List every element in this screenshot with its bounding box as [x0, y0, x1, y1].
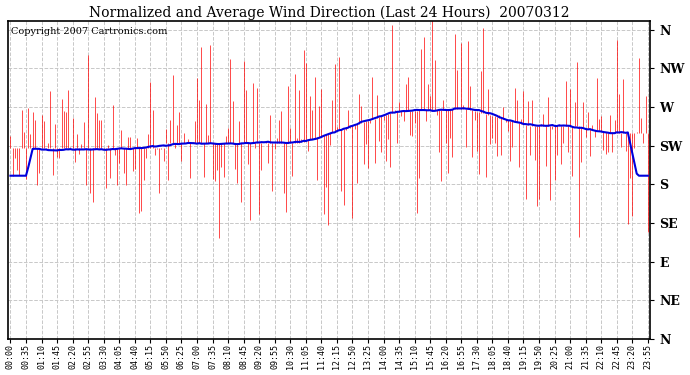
- Title: Normalized and Average Wind Direction (Last 24 Hours)  20070312: Normalized and Average Wind Direction (L…: [89, 6, 569, 20]
- Text: Copyright 2007 Cartronics.com: Copyright 2007 Cartronics.com: [12, 27, 168, 36]
